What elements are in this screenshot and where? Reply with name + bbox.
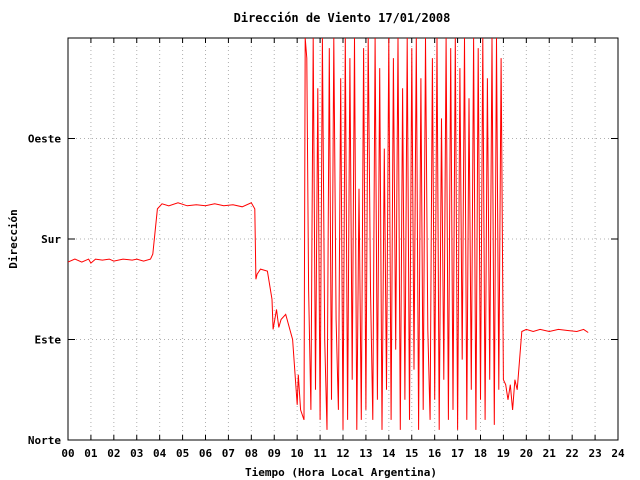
x-tick-label: 05 bbox=[176, 447, 189, 460]
x-tick-label: 02 bbox=[107, 447, 120, 460]
grid bbox=[68, 38, 618, 440]
x-tick-label: 04 bbox=[153, 447, 167, 460]
x-tick-label: 03 bbox=[130, 447, 143, 460]
x-tick-label: 06 bbox=[199, 447, 213, 460]
y-tick-label: Sur bbox=[41, 233, 61, 246]
y-tick-label: Oeste bbox=[28, 133, 61, 146]
x-tick-label: 18 bbox=[474, 447, 487, 460]
x-tick-label: 11 bbox=[313, 447, 327, 460]
x-tick-label: 12 bbox=[336, 447, 349, 460]
x-tick-label: 10 bbox=[291, 447, 304, 460]
series-group bbox=[68, 38, 589, 430]
x-tick-label: 07 bbox=[222, 447, 235, 460]
series-line bbox=[68, 38, 589, 430]
x-tick-labels: 00 01 02 03 04 05 06 07 08 09 10 11 12 13 14 15 16 17 18 19… bbox=[61, 447, 625, 460]
x-tick-label: 16 bbox=[428, 447, 442, 460]
x-tick-label: 08 bbox=[245, 447, 258, 460]
x-tick-label: 23 bbox=[588, 447, 601, 460]
x-tick-label: 09 bbox=[268, 447, 281, 460]
chart-title: Dirección de Viento 17/01/2008 bbox=[234, 11, 451, 25]
y-tick-label: Norte bbox=[28, 434, 61, 447]
x-axis-label: Tiempo (Hora Local Argentina) bbox=[245, 466, 437, 479]
x-tick-label: 19 bbox=[497, 447, 510, 460]
x-tick-label: 13 bbox=[359, 447, 372, 460]
x-tick-label: 15 bbox=[405, 447, 418, 460]
x-tick-label: 01 bbox=[84, 447, 98, 460]
x-tick-label: 22 bbox=[566, 447, 579, 460]
x-tick-label: 21 bbox=[543, 447, 557, 460]
x-tick-label: 17 bbox=[451, 447, 464, 460]
y-tick-label: Este bbox=[35, 334, 62, 347]
y-tick-labels: Norte Este Sur Oeste bbox=[28, 133, 61, 448]
x-tick-label: 24 bbox=[611, 447, 625, 460]
x-tick-label: 20 bbox=[520, 447, 533, 460]
x-tick-label: 14 bbox=[382, 447, 396, 460]
x-tick-label: 00 bbox=[61, 447, 74, 460]
y-axis-label: Dirección bbox=[7, 209, 20, 269]
